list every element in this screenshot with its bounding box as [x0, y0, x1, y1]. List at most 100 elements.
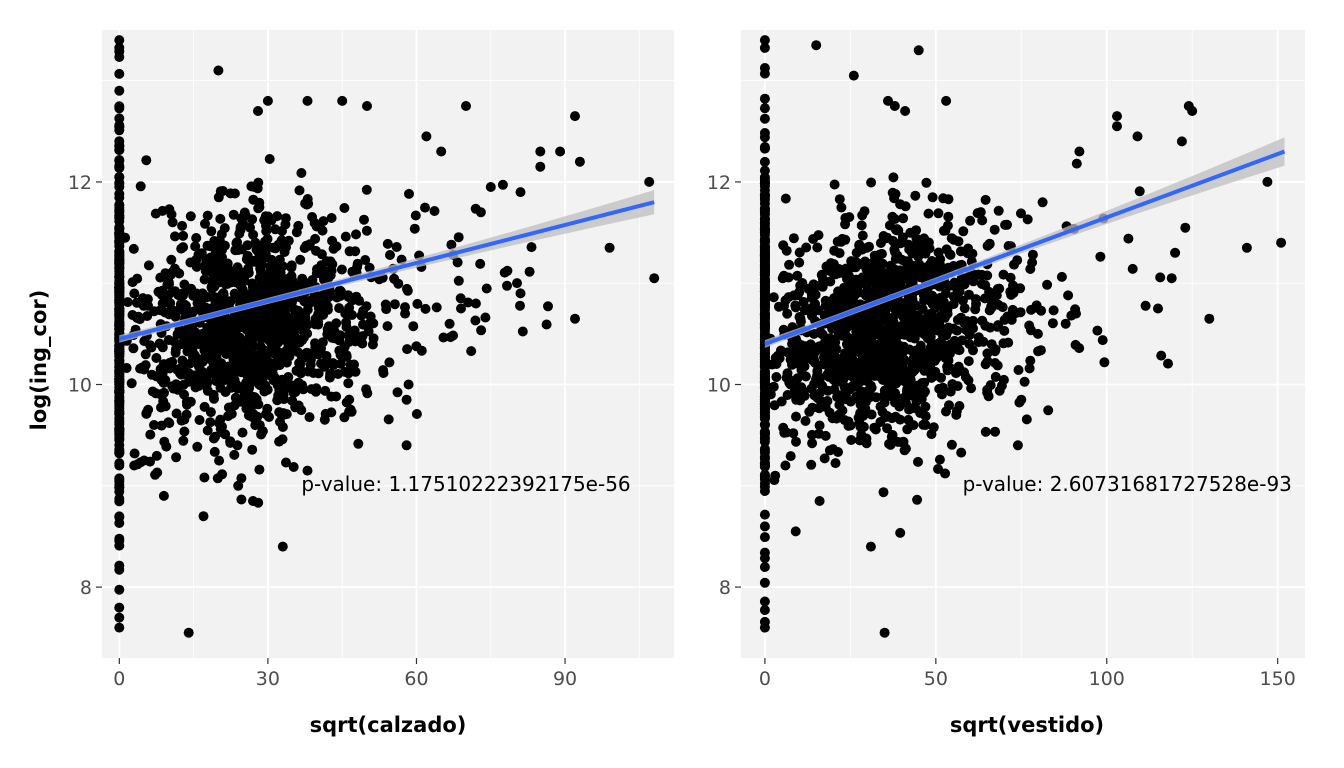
data-point	[171, 408, 182, 419]
data-point	[1013, 365, 1024, 375]
x-tick-label: 150	[1260, 668, 1296, 690]
data-point	[1016, 394, 1027, 405]
data-point	[151, 371, 162, 382]
data-point	[264, 288, 275, 299]
data-point	[179, 426, 190, 437]
data-point	[129, 288, 140, 299]
data-point	[128, 243, 139, 254]
data-point	[339, 366, 350, 377]
data-point	[943, 322, 954, 333]
data-point	[1015, 307, 1026, 318]
data-point	[977, 315, 988, 326]
data-point	[912, 494, 923, 505]
data-point	[864, 241, 874, 252]
data-point	[192, 441, 203, 452]
data-point	[784, 377, 795, 388]
data-point	[420, 202, 430, 213]
data-point	[155, 272, 166, 283]
data-point	[824, 445, 835, 456]
data-point	[336, 264, 347, 275]
data-point	[604, 242, 615, 253]
data-point	[128, 343, 139, 354]
data-point	[897, 272, 907, 283]
y-tick-label: 8	[80, 577, 92, 599]
data-point	[361, 184, 372, 195]
data-point	[229, 337, 240, 348]
data-point	[502, 280, 512, 291]
data-point	[114, 403, 125, 414]
data-point	[880, 350, 891, 361]
data-point	[353, 438, 364, 449]
p-value-annotation: p-value: 1.17510222392175e-56	[301, 472, 630, 496]
data-point	[990, 371, 1001, 382]
data-point	[999, 314, 1010, 325]
data-point	[140, 349, 151, 360]
data-point	[476, 325, 487, 336]
data-point	[909, 333, 920, 344]
data-point	[345, 359, 356, 370]
data-point	[970, 294, 981, 305]
data-point	[288, 462, 299, 472]
data-point	[908, 310, 918, 321]
data-point	[517, 326, 528, 337]
data-point	[783, 272, 794, 283]
data-point	[861, 433, 872, 444]
data-point	[236, 473, 247, 484]
data-point	[404, 188, 414, 199]
data-point	[301, 199, 312, 210]
data-point	[243, 266, 253, 277]
data-point	[837, 405, 848, 416]
x-axis-title-vestido: sqrt(vestido)	[950, 713, 1104, 737]
data-point	[913, 456, 923, 467]
data-point	[320, 385, 331, 396]
data-point	[899, 355, 910, 366]
data-point	[356, 310, 367, 321]
data-point	[887, 437, 898, 447]
data-point	[306, 384, 317, 395]
data-point	[872, 339, 883, 350]
y-axis-title: log(ing_cor)	[27, 290, 51, 431]
data-point	[819, 453, 830, 464]
data-point	[802, 348, 812, 359]
data-point	[1166, 273, 1177, 284]
data-point	[326, 213, 337, 223]
data-point	[776, 396, 787, 407]
data-point	[847, 360, 858, 371]
data-point	[759, 156, 770, 167]
data-point	[294, 358, 305, 368]
data-point	[214, 455, 225, 466]
data-point	[759, 521, 770, 532]
data-point	[1021, 414, 1032, 425]
data-point	[400, 308, 411, 319]
data-point	[807, 429, 817, 440]
data-point	[256, 428, 267, 439]
data-point	[968, 315, 979, 326]
data-point	[968, 345, 978, 356]
data-point	[858, 409, 869, 420]
data-point	[759, 577, 770, 588]
data-point	[804, 406, 815, 417]
data-point	[260, 353, 271, 364]
data-point	[309, 318, 320, 329]
data-point	[998, 269, 1009, 280]
data-point	[1134, 186, 1145, 197]
data-point	[199, 472, 210, 483]
data-point	[945, 249, 956, 260]
data-point	[1056, 271, 1067, 282]
x-tick-label: 0	[759, 668, 771, 690]
data-point	[899, 345, 909, 356]
data-point	[1022, 214, 1033, 225]
data-point	[795, 280, 806, 291]
data-point	[114, 474, 125, 485]
data-point	[199, 401, 210, 412]
data-point	[247, 374, 258, 385]
data-point	[463, 297, 474, 308]
data-point	[840, 234, 851, 245]
data-point	[205, 417, 216, 428]
data-point	[907, 262, 918, 273]
data-point	[222, 278, 233, 289]
data-point	[248, 496, 258, 506]
data-point	[245, 222, 255, 233]
data-point	[771, 372, 782, 382]
data-point	[167, 217, 178, 228]
